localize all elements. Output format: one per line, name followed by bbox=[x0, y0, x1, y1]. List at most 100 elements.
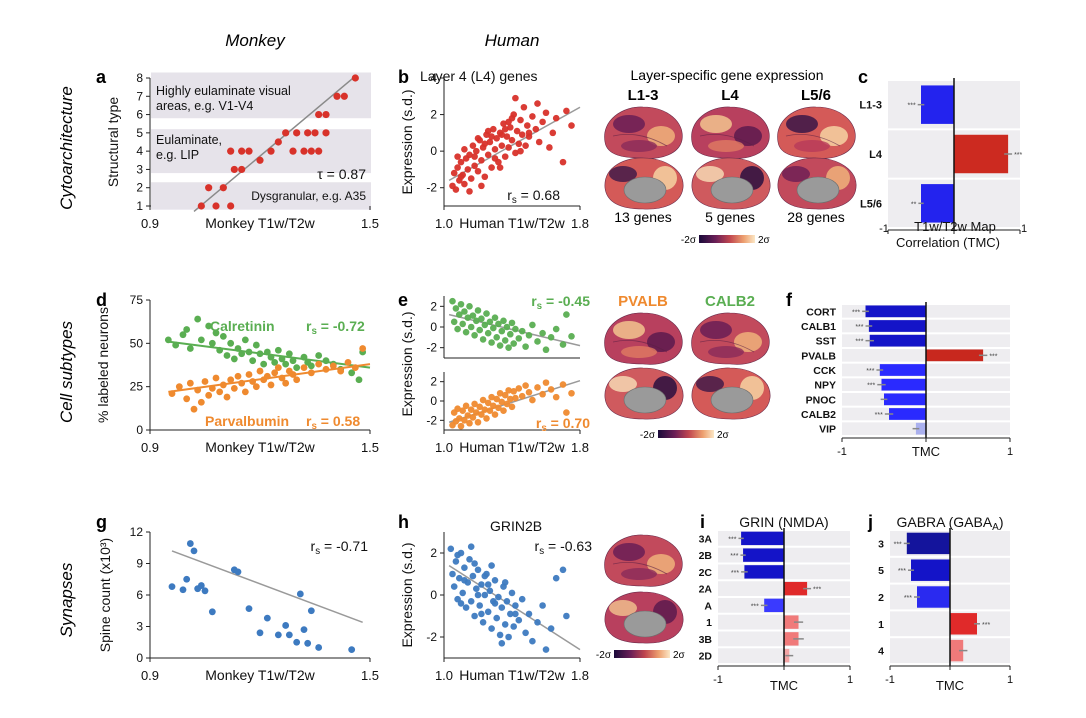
d-series-1-point-3 bbox=[186, 379, 194, 387]
h-point-37 bbox=[510, 623, 517, 630]
b-point-14 bbox=[473, 147, 480, 155]
f-category-7: CALB2 bbox=[801, 409, 836, 421]
c-bar-2 bbox=[921, 184, 954, 223]
b-point-3 bbox=[454, 164, 461, 171]
h-point-18 bbox=[478, 581, 485, 588]
b-point-70 bbox=[457, 173, 465, 181]
d-series-0-point-32 bbox=[300, 353, 308, 361]
j-title: GABRA (GABAA) bbox=[896, 514, 1003, 533]
b-point-66 bbox=[534, 100, 541, 107]
d-stat-0: rs = -0.72 bbox=[306, 318, 365, 337]
h-point-19 bbox=[479, 619, 487, 626]
a-ytick-label-1: 1 bbox=[136, 199, 143, 213]
f-stars-2: *** bbox=[855, 339, 863, 346]
panel-label-g: g bbox=[96, 512, 107, 532]
h-ytick-label-2: 2 bbox=[430, 546, 437, 560]
b-point-32 bbox=[503, 133, 511, 140]
brain-e-calb2-medial-medial-wall bbox=[710, 386, 754, 414]
e-ylabel: Expression (s.d.) bbox=[399, 311, 415, 416]
e-top-point-21 bbox=[484, 329, 492, 337]
e-bottom-point-36 bbox=[510, 388, 517, 395]
b-point-49 bbox=[539, 118, 546, 126]
brain-h-grin2b-medial-medial-wall bbox=[623, 610, 667, 638]
e-top-point-30 bbox=[500, 317, 507, 325]
brain-h-grin2b-medial bbox=[604, 591, 684, 644]
colorbar-h: -2σ 2σ bbox=[596, 650, 686, 661]
b-xlabel: Human T1w/T2w bbox=[459, 215, 565, 231]
h-point-47 bbox=[547, 625, 555, 632]
e-bottom-point-41 bbox=[525, 389, 533, 396]
chart-c-layer-tmc: L1-3***L4***L5/6**-101T1w/T2w MapCorrela… bbox=[859, 78, 1027, 250]
b-point-25 bbox=[491, 146, 499, 153]
d-series-0-point-28 bbox=[282, 360, 290, 368]
c-xtick-label-1: 1 bbox=[1021, 223, 1027, 235]
e-top-point-38 bbox=[515, 335, 523, 342]
f-bar-7 bbox=[889, 408, 926, 420]
d-series-0-point-36 bbox=[322, 357, 330, 365]
e-bottom-point-50 bbox=[568, 389, 575, 397]
h-point-28 bbox=[495, 593, 502, 601]
h-point-51 bbox=[454, 551, 461, 559]
i-bar-0 bbox=[741, 531, 784, 546]
i-bar-4 bbox=[764, 598, 784, 613]
b-point-44 bbox=[524, 122, 531, 129]
e-top-point-7 bbox=[461, 308, 468, 315]
e-top-ytick-label-2: 2 bbox=[430, 299, 437, 313]
g-ylabel: Spine count (x10³) bbox=[97, 538, 113, 652]
e-bottom-point-37 bbox=[512, 394, 519, 402]
e-bottom-point-30 bbox=[500, 407, 507, 414]
h-point-42 bbox=[525, 610, 533, 618]
e-top-point-46 bbox=[547, 334, 555, 341]
e-bottom-point-32 bbox=[503, 400, 511, 408]
a-annotation-1: areas, e.g. V1-V4 bbox=[156, 99, 253, 113]
d-series-0-point-1 bbox=[172, 341, 180, 349]
b-point-38 bbox=[513, 127, 521, 135]
b-point-54 bbox=[559, 158, 567, 166]
e-top-point-15 bbox=[474, 307, 482, 314]
b-point-57 bbox=[461, 146, 468, 153]
b-point-35 bbox=[508, 136, 516, 144]
e-top-ytick-label--2: -2 bbox=[426, 341, 437, 355]
b-title: Layer 4 (L4) genes bbox=[420, 68, 538, 84]
c-xtick-label--1: -1 bbox=[879, 223, 889, 235]
brain-head-calb2: CALB2 bbox=[705, 293, 755, 310]
g-xtick-label-0.9: 0.9 bbox=[141, 668, 159, 683]
a-point-15 bbox=[304, 129, 312, 137]
h-point-50 bbox=[563, 612, 570, 620]
e-top-point-40 bbox=[522, 343, 529, 350]
d-series-0-point-12 bbox=[223, 352, 231, 359]
e-top-point-47 bbox=[552, 325, 560, 333]
e-top-point-37 bbox=[512, 325, 519, 333]
e-top-point-42 bbox=[529, 321, 536, 329]
e-top-point-43 bbox=[534, 338, 541, 345]
h-point-5 bbox=[456, 574, 463, 582]
panel-label-e: e bbox=[398, 290, 408, 310]
d-series-name-0: Calretinin bbox=[210, 318, 275, 334]
g-xlabel: Monkey T1w/T2w bbox=[205, 667, 315, 683]
brain-b-l1-3-lateral-patch-3 bbox=[621, 140, 657, 152]
f-category-4: CCK bbox=[813, 365, 836, 377]
d-series-0-point-3 bbox=[183, 326, 191, 333]
d-series-1-point-31 bbox=[289, 371, 297, 378]
i-bar-1 bbox=[743, 548, 784, 562]
g-point-6 bbox=[197, 582, 205, 589]
d-series-1-point-40 bbox=[351, 364, 359, 371]
brain-b-l5-6-lateral-sulcus bbox=[785, 133, 841, 147]
e-bottom-ytick-label-0: 0 bbox=[430, 394, 437, 408]
i-xtick-label-1: 1 bbox=[847, 674, 853, 686]
brain-e-calb2-lateral-patch-2 bbox=[734, 332, 762, 352]
b-point-59 bbox=[481, 140, 489, 148]
i-bar-6 bbox=[784, 632, 799, 646]
d-series-0-point-9 bbox=[212, 329, 220, 337]
d-series-0-point-8 bbox=[208, 339, 216, 347]
h-point-54 bbox=[481, 572, 489, 580]
i-xtick-label--1: -1 bbox=[713, 674, 723, 686]
brain-h-grin2b-medial-patch-2 bbox=[609, 600, 637, 616]
a-point-23 bbox=[322, 110, 330, 119]
g-point-13 bbox=[263, 614, 271, 622]
a-ytick-label-7: 7 bbox=[136, 89, 143, 103]
j-bar-4 bbox=[950, 639, 964, 662]
i-category-2: 2C bbox=[699, 567, 713, 579]
e-top-point-8 bbox=[462, 328, 470, 336]
i-xlabel: TMC bbox=[770, 678, 798, 693]
